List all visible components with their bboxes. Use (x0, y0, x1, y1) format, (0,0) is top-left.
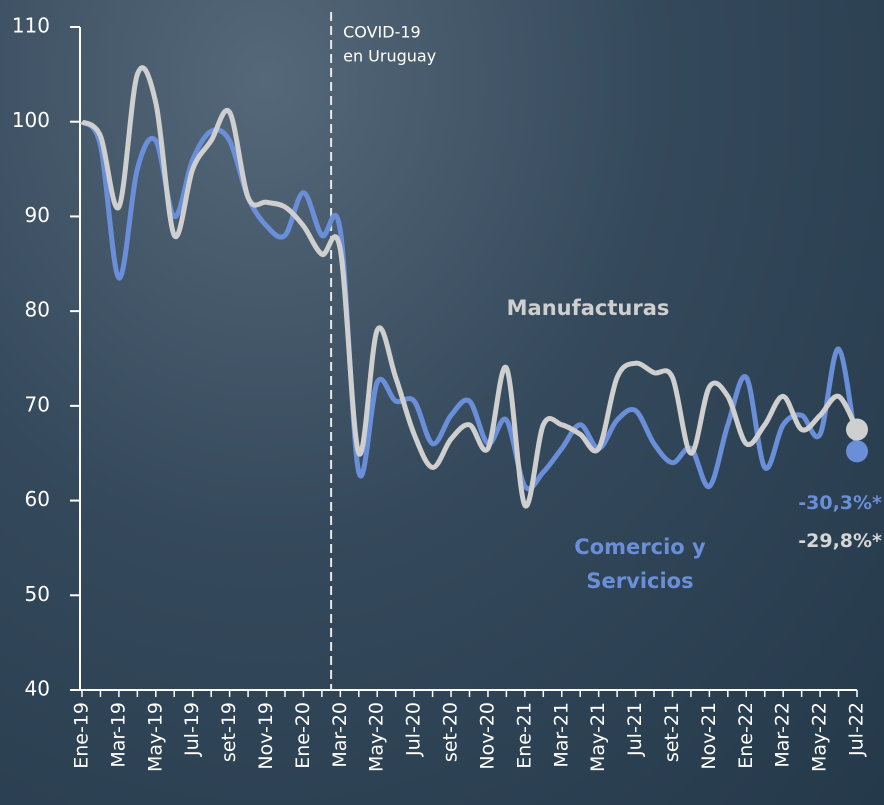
x-tick-label: Ene-21 (513, 702, 535, 769)
y-tick-label: 40 (25, 677, 50, 701)
event-label: COVID-19 (343, 23, 421, 42)
event-label: en Uruguay (343, 47, 436, 66)
y-tick-label: 70 (25, 392, 50, 416)
x-tick-label: Jul-20 (403, 702, 425, 757)
y-tick-label: 100 (12, 108, 50, 132)
x-tick-label: May-21 (587, 702, 609, 772)
x-tick-label: Ene-22 (735, 702, 757, 769)
x-tick-label: May-20 (366, 702, 388, 772)
change-label: -29,8%* (798, 530, 882, 552)
end-marker (846, 418, 868, 441)
x-tick-label: Jul-22 (846, 702, 868, 757)
series-label: Manufacturas (506, 296, 670, 320)
x-tick-label: set-20 (440, 702, 462, 762)
x-tick-label: Mar-20 (329, 702, 351, 768)
series-label: Comercio y Servicios (574, 535, 706, 593)
x-tick-label: Ene-20 (292, 702, 314, 769)
x-tick-label: May-22 (809, 702, 831, 772)
x-tick-label: Mar-19 (107, 702, 129, 768)
x-tick-label: set-21 (661, 702, 683, 762)
y-tick-label: 50 (25, 582, 50, 606)
change-label: -30,3%* (798, 492, 882, 514)
series-line (80, 119, 860, 492)
y-tick-label: 110 (12, 14, 50, 38)
y-tick-label: 80 (25, 298, 50, 322)
x-tick-label: Mar-21 (550, 702, 572, 768)
x-tick-label: set-19 (218, 702, 240, 762)
end-marker (846, 440, 868, 463)
x-tick-label: Nov-20 (476, 702, 498, 770)
x-tick-label: Jul-21 (624, 702, 646, 757)
y-tick-label: 60 (25, 487, 50, 511)
x-tick-label: Nov-21 (698, 702, 720, 770)
x-tick-label: Ene-19 (71, 702, 93, 769)
x-tick-label: May-19 (144, 702, 166, 772)
y-tick-label: 90 (25, 203, 50, 227)
series-line (80, 65, 860, 509)
x-tick-label: Nov-19 (255, 702, 277, 770)
x-tick-label: Mar-22 (772, 702, 794, 768)
x-tick-label: Jul-19 (181, 702, 203, 757)
